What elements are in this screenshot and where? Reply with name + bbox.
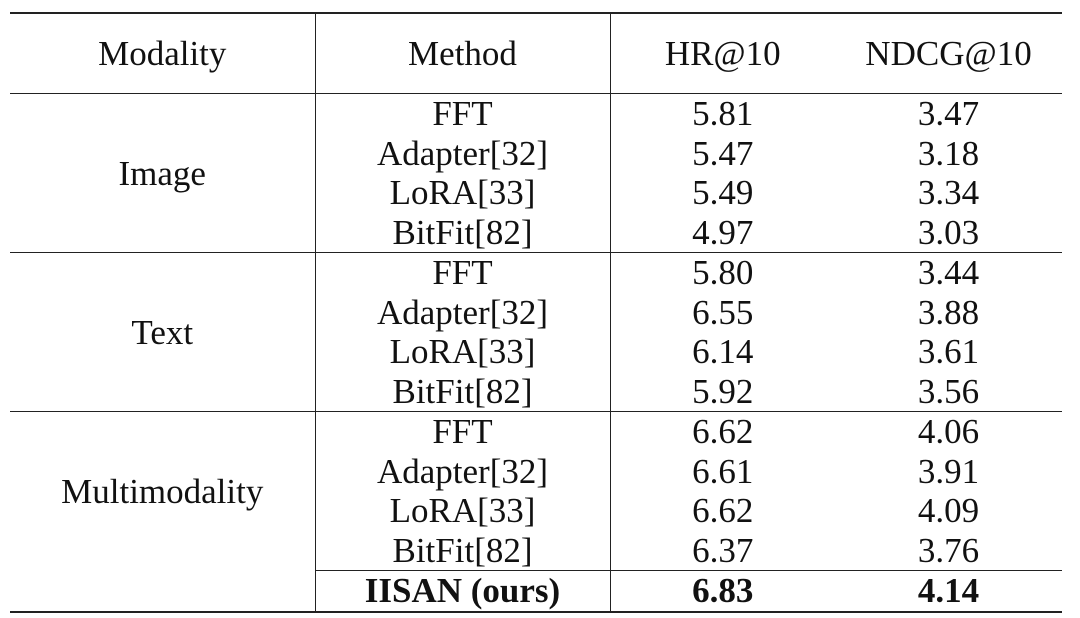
method-cell: FFT [315,93,611,134]
value-cell: 6.62 [610,411,835,452]
header-cell: Modality [10,13,316,94]
value-cell: 4.06 [835,411,1062,452]
value-cell: 6.14 [692,332,754,372]
value-cell: 6.37 [692,530,754,570]
results-table: Modality Method HR@10 NDCG@10 Image FFT 5.81 3… [10,12,1062,613]
ours-row: IISAN (ours) 6.83 4.14 [10,570,1062,612]
table-row: Adapter[32] 5.47 3.18 [10,133,1062,173]
table-row: BitFit[82] 5.92 3.56 [10,371,1062,412]
table-row: LoRA[33] 6.62 4.09 [10,491,1062,531]
method-cell: IISAN (ours) [315,570,611,612]
table-row: BitFit[82] 6.37 3.76 [10,530,1062,571]
method-cell: Adapter[32] [315,133,611,173]
value-cell: 3.18 [917,133,980,173]
value-cell: 4.97 [692,212,754,252]
method-cell: Adapter[32] [315,451,611,491]
method-cell: LoRA[33] [315,332,611,372]
header-cell: Method [315,13,611,94]
method-cell: LoRA[33] [315,491,611,531]
method-cell: FFT [315,411,611,452]
header-cell: NDCG@10 [835,13,1062,94]
method-cell: BitFit[82] [315,212,611,253]
value-cell: 3.61 [917,332,980,372]
table-row: Multimodality FFT 6.62 4.06 [10,411,1062,571]
table-row: LoRA[33] 5.49 3.34 [10,173,1062,213]
value-cell: 3.34 [917,173,980,213]
table-row: Text FFT 5.80 3.44 [10,252,1062,412]
value-cell: 6.83 [610,570,835,612]
value-cell: 5.92 [692,371,754,411]
value-cell: 5.80 [610,252,835,293]
value-cell: 3.88 [917,292,980,332]
value-cell: 5.49 [692,173,754,213]
value-cell: 5.81 [610,93,835,134]
value-cell: 3.03 [917,212,980,252]
value-cell: 3.76 [917,530,980,570]
table-row: Adapter[32] 6.61 3.91 [10,451,1062,491]
value-cell: 6.55 [692,292,754,332]
value-cell: 3.44 [835,252,1062,293]
modality-cell: Image [10,93,316,253]
value-cell: 4.14 [835,570,1062,612]
method-cell: Adapter[32] [315,292,611,332]
method-cell: LoRA[33] [315,173,611,213]
value-cell: 3.56 [917,371,980,411]
method-cell: FFT [315,252,611,293]
value-cell: 4.09 [917,491,980,531]
modality-cell: Text [10,252,316,412]
value-cell: 3.47 [835,93,1062,134]
value-cell: 6.62 [692,491,754,531]
header-row: Modality Method HR@10 NDCG@10 [10,13,1062,94]
method-cell: BitFit[82] [315,530,611,571]
method-cell: BitFit[82] [315,371,611,412]
table-body: Image FFT 5.81 3.47 Adapter[32] 5.47 3.18 LoRA[… [10,93,1062,612]
value-cell: 6.61 [692,451,754,491]
empty-cell [10,570,316,612]
table-row: Adapter[32] 6.55 3.88 [10,292,1062,332]
table-row: BitFit[82] 4.97 3.03 [10,212,1062,253]
modality-cell: Multimodality [10,411,316,571]
table-row: LoRA[33] 6.14 3.61 [10,332,1062,372]
table-row: Image FFT 5.81 3.47 [10,93,1062,253]
header-cell: HR@10 [610,13,835,94]
value-cell: 3.91 [917,451,980,491]
value-cell: 5.47 [692,133,754,173]
